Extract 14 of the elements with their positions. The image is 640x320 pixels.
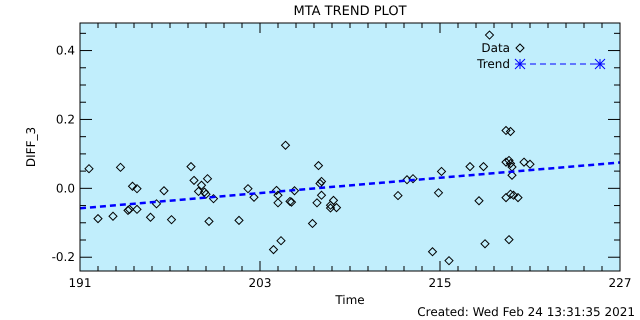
y-tick-label: -0.2 (52, 250, 75, 264)
x-tick-label: 191 (68, 276, 92, 290)
x-tick-label: 203 (248, 276, 272, 290)
y-tick-label: 0.0 (56, 181, 75, 196)
text: Created: Wed Feb 24 13:31:35 2021 (417, 305, 635, 319)
y-tick-label: 0.2 (56, 112, 75, 126)
y-axis-title: DIFF_3 (24, 126, 38, 168)
x-axis-title: Time (334, 293, 365, 307)
y-tick-label: 0.4 (56, 44, 75, 58)
x-tick-label: 227 (608, 276, 632, 290)
x-tick-label: 215 (428, 276, 452, 290)
legend-label: Data (481, 41, 510, 55)
chart-title: MTA TREND PLOT (293, 4, 407, 19)
legend-label: Trend (476, 57, 510, 71)
